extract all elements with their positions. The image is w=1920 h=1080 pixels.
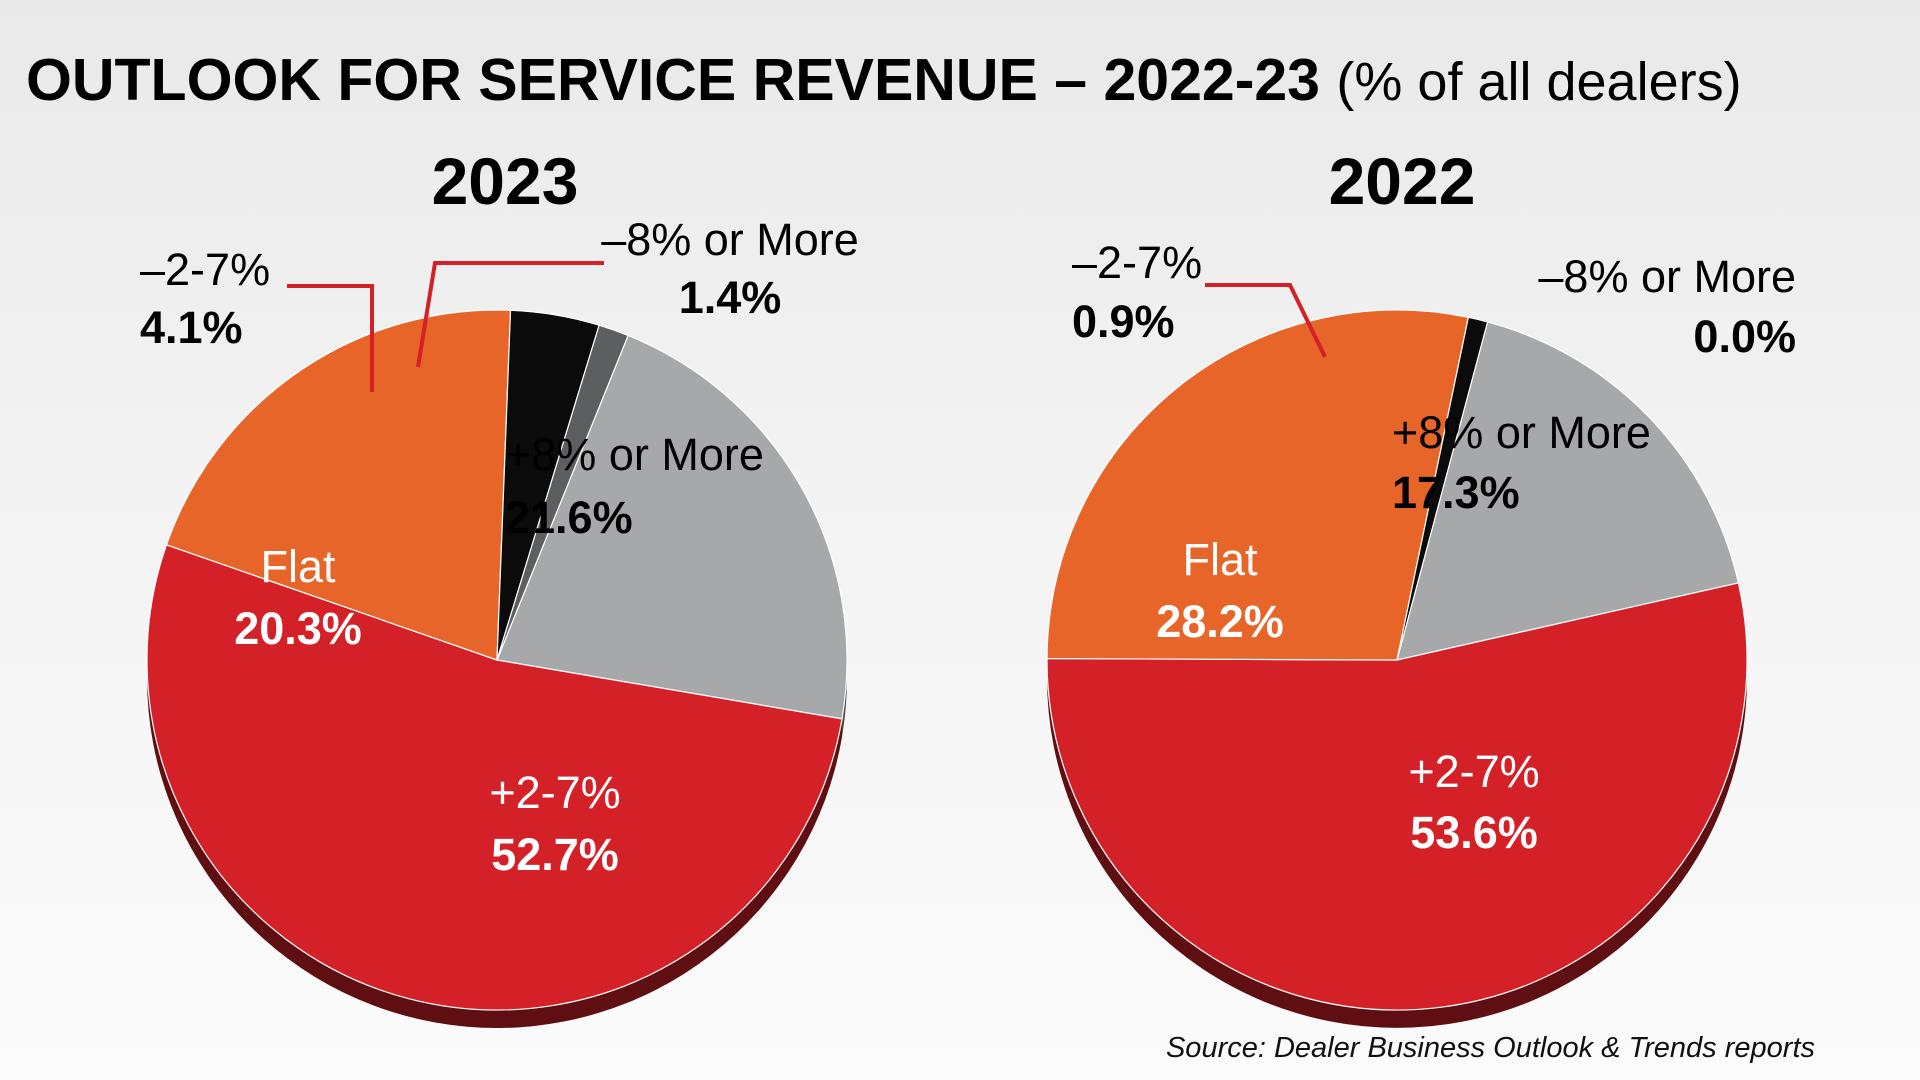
slice-plus-8pct-or-more [1396,321,1740,661]
pie-chart-2023: 2023 +8% or More 21.6% +2-7% 52.7% Flat 20.3% –… [140,144,859,1029]
chart-title-1: 2022 [1329,144,1476,218]
slice-label-flat: Flat [260,541,336,592]
slice-value-flat: 28.2% [1156,596,1284,647]
slice-label-plus-2-7pct: +2-7% [489,767,620,818]
slice-value-minus-2-7pct: 0.9% [1072,296,1175,347]
leader-line-minus-2-7pct [1205,283,1327,358]
slice-minus-8pct-or-more [496,324,629,661]
title-main: OUTLOOK FOR SERVICE REVENUE – 2022-23 [26,47,1320,113]
slice-value-minus-2-7pct: 4.1% [140,302,243,353]
leader-line-minus-8pct-or-more [416,261,604,368]
slice-label-minus-8pct-or-more: –8% or More [1538,251,1796,302]
slice-label-minus-2-7pct: –2-7% [1072,237,1202,288]
slice-label-plus-8pct-or-more: +8% or More [1392,407,1651,458]
slice-label-plus-2-7pct: +2-7% [1408,746,1539,797]
pie-chart-2022: 2022 +8% or More 17.3% +2-7% 53.6% Flat 28.2% –… [1046,144,1796,1028]
slice-label-minus-8pct-or-more: –8% or More [601,214,859,265]
slice-value-plus-8pct-or-more: 17.3% [1392,467,1520,518]
slice-flat [1046,309,1470,661]
slice-value-minus-8pct-or-more: 1.4% [679,272,782,323]
leader-line-minus-2-7pct [287,284,374,392]
slice-value-plus-8pct-or-more: 21.6% [505,492,633,543]
slice-plus-2-7pct [1046,582,1748,1011]
slice-minus-2-7pct [1396,316,1489,661]
chart-title-0: 2023 [432,144,579,218]
slice-plus-8pct-or-more [496,334,848,720]
slice-edge-plus-8pct-or-more [842,660,847,737]
slice-value-plus-2-7pct: 53.6% [1410,807,1538,858]
source-note: Source: Dealer Business Outlook & Trends… [1165,1032,1815,1064]
slice-value-minus-8pct-or-more: 0.0% [1693,311,1796,362]
slice-value-plus-2-7pct: 52.7% [491,829,619,880]
chart-main-title: OUTLOOK FOR SERVICE REVENUE – 2022-23 (%… [26,46,1742,114]
slice-plus-2-7pct [146,544,843,1011]
slice-value-flat: 20.3% [234,603,362,654]
slice-flat [165,309,512,661]
slice-label-plus-8pct-or-more: +8% or More [505,429,764,480]
pie-edge-0 [147,660,847,1029]
slice-label-flat: Flat [1182,534,1258,585]
title-subtitle: (% of all dealers) [1336,52,1742,112]
slice-label-minus-2-7pct: –2-7% [140,244,270,295]
